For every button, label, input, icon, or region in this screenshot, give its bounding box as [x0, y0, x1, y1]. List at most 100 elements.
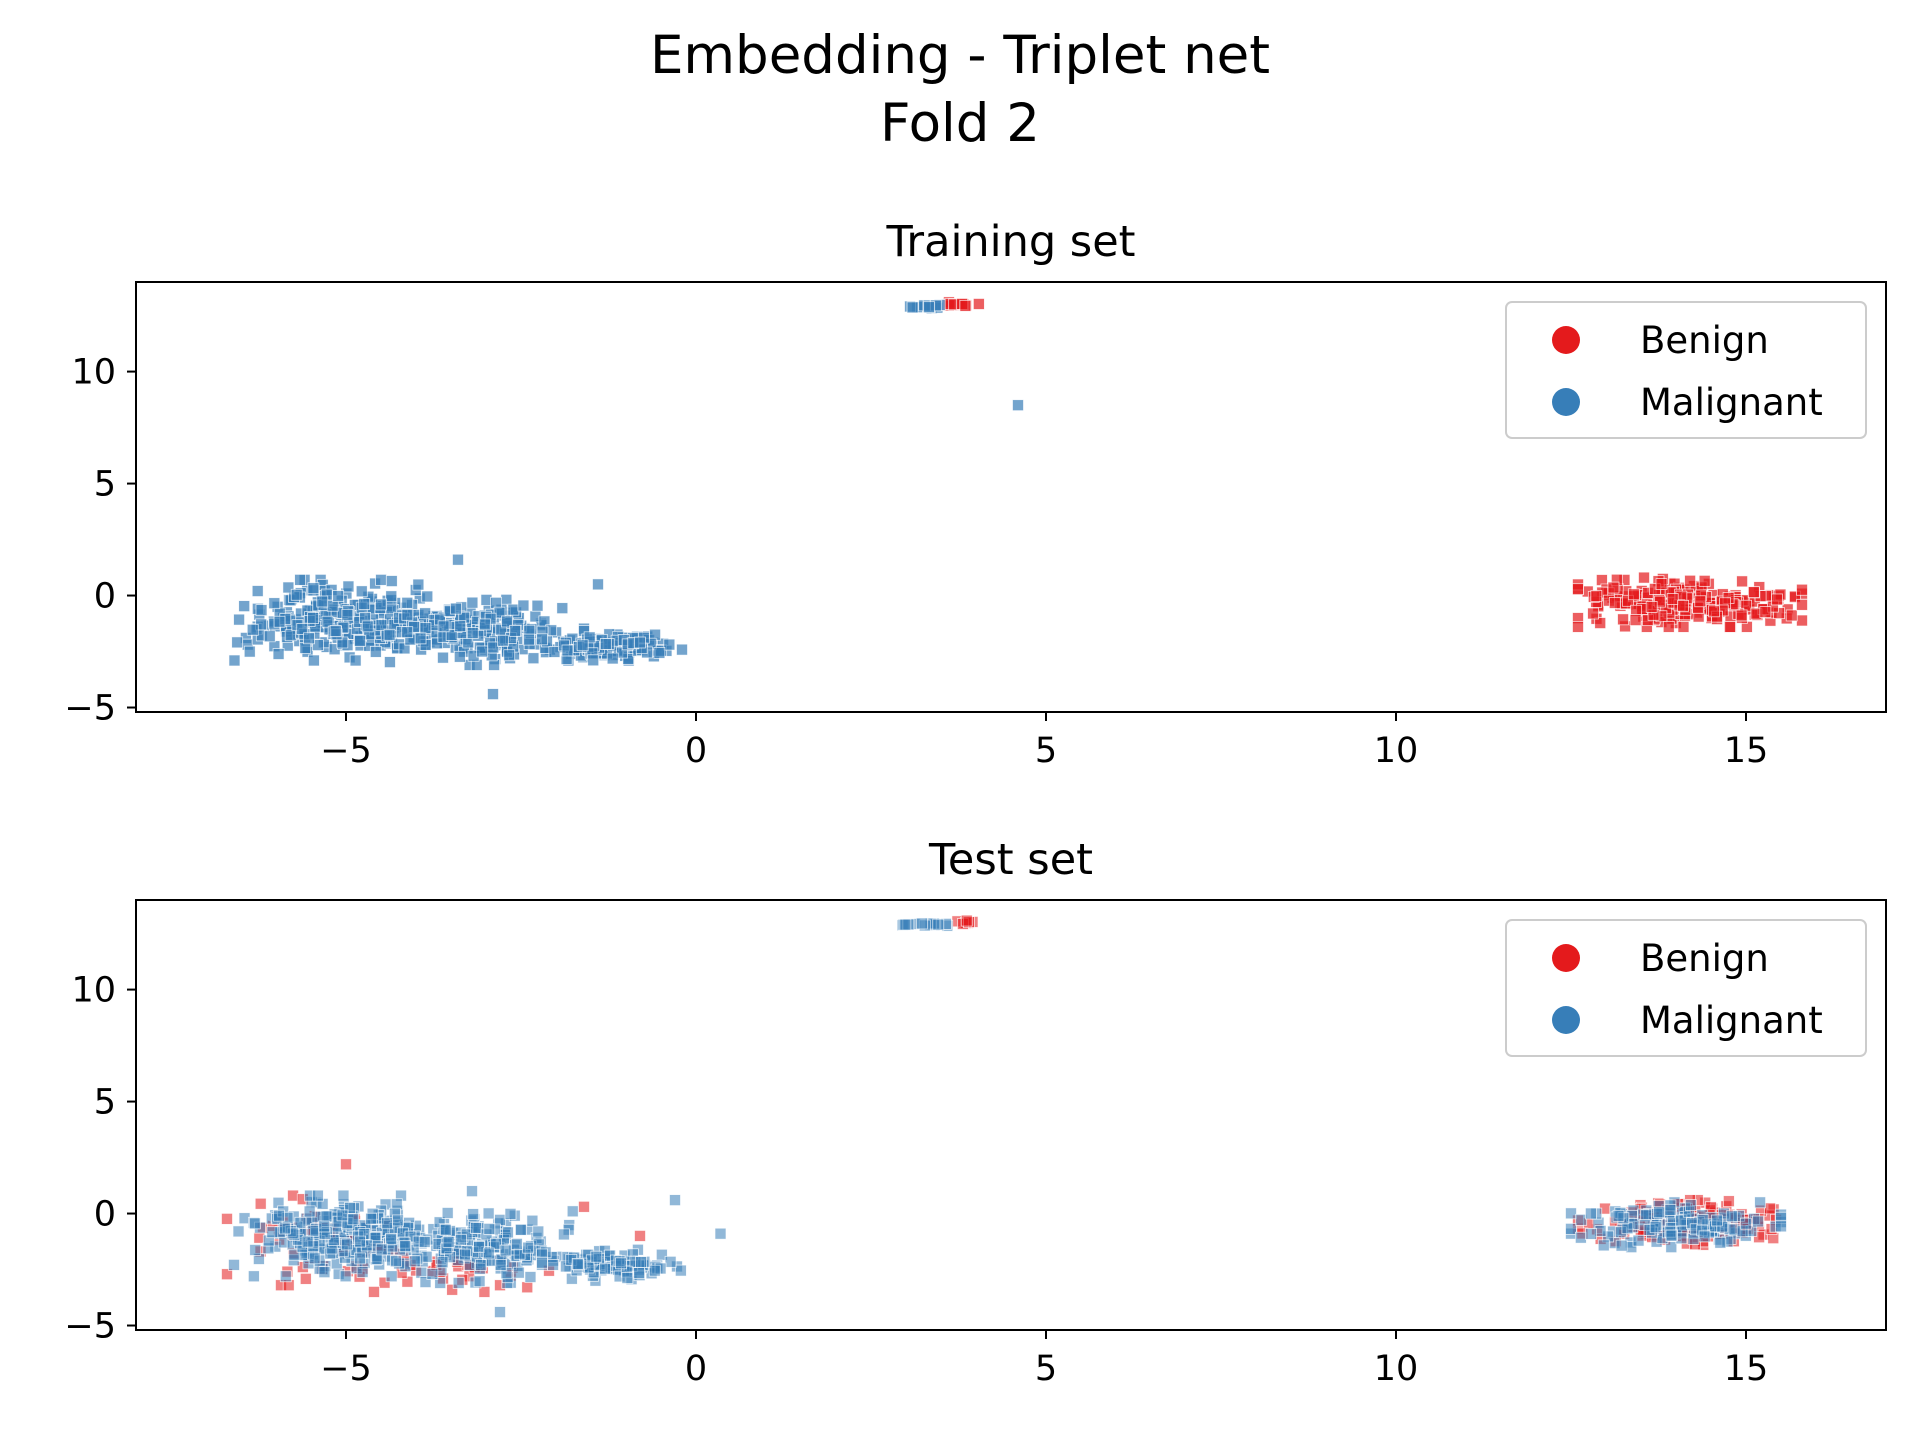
scatter-point	[1694, 595, 1707, 608]
scatter-point	[316, 595, 329, 608]
scatter-point	[383, 628, 396, 641]
scatter-point	[340, 1238, 353, 1251]
scatter-point	[1698, 1230, 1711, 1243]
scatter-points	[221, 914, 1787, 1318]
scatter-point	[1645, 601, 1658, 613]
scatter-point	[1629, 614, 1642, 626]
scatter-point	[470, 1222, 482, 1234]
scatter-point	[279, 1270, 292, 1283]
scatter-point	[419, 607, 432, 620]
scatter-point	[421, 590, 434, 603]
scatter-point	[1612, 1209, 1625, 1222]
scatter-point	[431, 637, 443, 650]
scatter-point	[332, 590, 345, 602]
scatter-points	[228, 296, 1808, 700]
scatter-point	[490, 1237, 502, 1250]
scatter-point	[375, 1243, 388, 1256]
scatter-point	[340, 1158, 352, 1171]
scatter-point	[1621, 1222, 1634, 1235]
scatter-point	[299, 1272, 312, 1285]
y-tick-label: 5	[94, 1083, 116, 1123]
scatter-point	[1796, 614, 1808, 627]
scatter-point	[499, 1244, 512, 1257]
legend-label-benign: Benign	[1640, 319, 1769, 362]
scatter-point	[255, 604, 268, 617]
x-tick-label: 10	[1374, 731, 1419, 771]
scatter-point	[676, 643, 688, 656]
scatter-point	[385, 575, 398, 587]
scatter-point	[558, 1228, 570, 1241]
scatter-point	[515, 1223, 527, 1236]
scatter-point	[494, 1306, 506, 1318]
scatter-point	[307, 582, 320, 595]
scatter-point	[536, 633, 548, 646]
x-tick-label: 15	[1724, 1349, 1769, 1389]
scatter-point	[381, 1217, 394, 1230]
scatter-point	[1565, 1207, 1577, 1220]
scatter-point	[466, 596, 479, 609]
scatter-point	[526, 1214, 539, 1227]
scatter-point	[384, 656, 396, 668]
scatter-point	[419, 1276, 432, 1288]
scatter-point	[266, 1226, 279, 1239]
x-tick-label: 5	[1035, 1349, 1057, 1389]
scatter-point	[653, 646, 666, 659]
scatter-point	[571, 1257, 584, 1270]
scatter-point	[615, 1257, 627, 1270]
scatter-point	[1572, 620, 1584, 633]
scatter-point	[1753, 1231, 1765, 1244]
subplot-test-set: Test set −5 0 5 10 15 −5 0 5 10 Benign Malignant	[64, 835, 1887, 1389]
scatter-point	[327, 1234, 340, 1247]
scatter-point	[288, 1248, 301, 1261]
scatter-point	[1771, 593, 1783, 606]
scatter-point	[1597, 1239, 1610, 1252]
scatter-point	[1585, 1207, 1597, 1220]
scatter-point	[1012, 399, 1024, 412]
legend-marker-malignant	[1552, 1006, 1580, 1034]
scatter-point	[450, 602, 462, 615]
scatter-point	[487, 688, 499, 700]
y-tick-label: −5	[64, 1307, 116, 1347]
scatter-point	[522, 1241, 535, 1254]
axes-frame	[135, 281, 1887, 713]
scatter-point	[1666, 593, 1679, 605]
scatter-point	[634, 636, 646, 649]
scatter-point	[263, 630, 276, 643]
scatter-point	[390, 1255, 402, 1268]
scatter-point	[228, 654, 241, 667]
scatter-point	[1747, 586, 1760, 599]
scatter-point	[1736, 575, 1748, 588]
scatter-point	[1684, 574, 1696, 587]
scatter-point	[1615, 1239, 1628, 1252]
scatter-point	[1664, 1203, 1677, 1216]
scatter-point	[959, 299, 972, 312]
legend-label-malignant: Malignant	[1640, 381, 1823, 424]
scatter-point	[354, 634, 366, 647]
subplot-title: Test set	[928, 835, 1093, 885]
scatter-point	[1739, 1217, 1752, 1230]
x-tick-label: 0	[685, 731, 707, 771]
scatter-point	[368, 1286, 380, 1298]
scatter-point	[674, 1264, 687, 1277]
scatter-point	[1617, 613, 1629, 626]
scatter-point	[228, 1258, 240, 1271]
scatter-point	[1722, 1195, 1735, 1208]
scatter-point	[436, 1256, 449, 1269]
legend-marker-malignant	[1552, 388, 1580, 416]
x-tick-label: 10	[1374, 1349, 1419, 1389]
scatter-point	[401, 596, 414, 609]
x-tick-label: −5	[320, 731, 372, 771]
scatter-point	[482, 1207, 495, 1220]
scatter-point	[355, 585, 368, 598]
subplot-training-set: Training set −5 0 5 10 15 −5 0 5 10 Benign Malignan…	[64, 217, 1887, 771]
scatter-point	[1665, 1241, 1678, 1254]
scatter-point	[296, 623, 309, 635]
scatter-point	[576, 639, 589, 652]
suptitle-line-2: Fold 2	[880, 93, 1040, 154]
scatter-point	[452, 553, 464, 566]
scatter-point	[664, 1255, 677, 1268]
scatter-point	[311, 1189, 324, 1202]
scatter-point	[483, 1222, 496, 1235]
scatter-point	[399, 1240, 412, 1253]
scatter-point	[329, 625, 342, 637]
